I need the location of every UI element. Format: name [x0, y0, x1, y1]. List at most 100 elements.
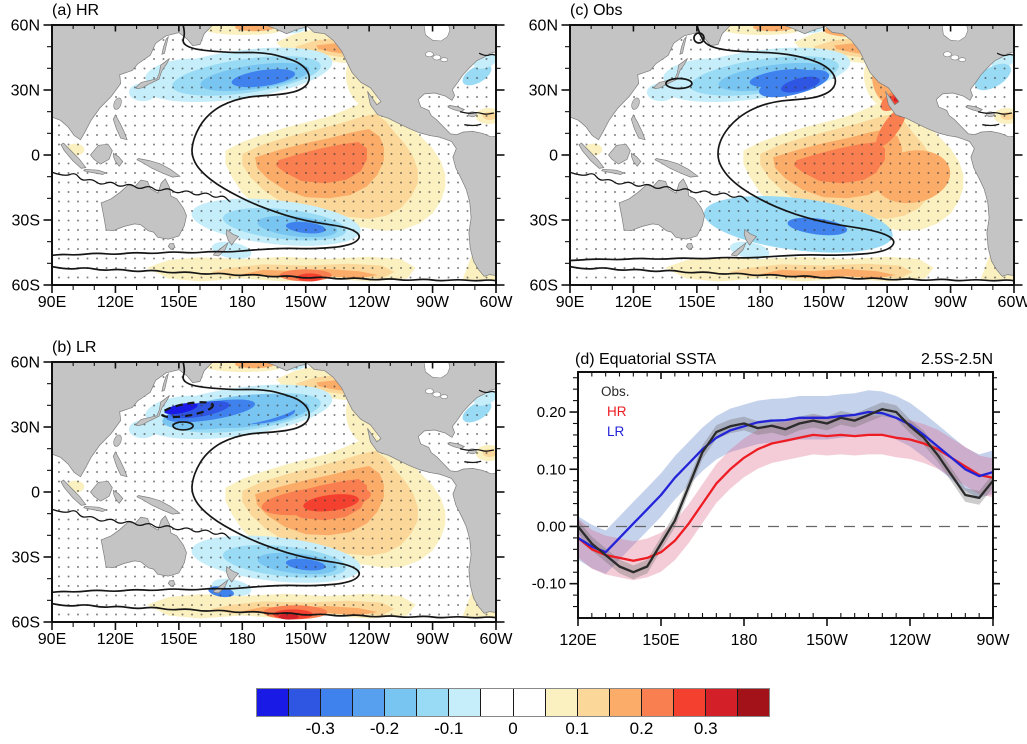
panel-d-legend: Obs. HR LR: [601, 382, 630, 442]
map-y-tick-label: 30S: [12, 213, 40, 230]
map-x-tick-label: 60W: [480, 631, 514, 648]
map-x-tick-label: 120E: [97, 631, 134, 648]
map-x-tick-label: 150W: [803, 294, 846, 311]
zero-contour-layer: [52, 25, 496, 282]
zero-contour-layer: [570, 25, 1014, 282]
map-content: [52, 362, 496, 622]
map-x-tick-label: 120W: [348, 631, 391, 648]
map-x-tick-label: 120E: [97, 294, 134, 311]
map-y-tick-label: 60S: [12, 278, 40, 295]
colorbar-cell-12: [640, 689, 673, 716]
colorbar-tick-label: -0.1: [434, 719, 464, 738]
map-y-tick-label: 0: [31, 485, 40, 502]
colorbar-cell-10: [576, 689, 609, 716]
map-y-tick-label: 60N: [11, 18, 40, 35]
map-x-tick-label: 60W: [480, 294, 514, 311]
map-content: [52, 25, 496, 285]
colorbar-tick-label: 0.3: [693, 719, 718, 738]
map-x-tick-label: 150W: [285, 294, 328, 311]
map-y-tick-label: 30N: [529, 83, 558, 100]
chart-y-tick-label: 0.20: [537, 404, 566, 421]
map-x-tick-label: 120W: [348, 294, 391, 311]
map-ticks: [561, 24, 1023, 293]
panel-c-title: (c) Obs: [570, 2, 623, 19]
colorbar-cell-3: [352, 689, 385, 716]
colorbar-tick-label: -0.3: [305, 719, 335, 738]
colorbar-tick-label: 0.2: [629, 719, 654, 738]
line-hr: [578, 433, 993, 562]
colorbar-cell-9: [544, 689, 577, 716]
panel-a-map: 90E 120E 150E 180 150W 120W 90W 60W 60N 30N 0 30S 60…: [11, 18, 514, 312]
colorbar-tick-label: 0.1: [565, 719, 590, 738]
map-x-tick-label: 120W: [866, 294, 909, 311]
land-layer: [52, 362, 496, 614]
chart-x-tick-label: 150E: [642, 632, 679, 649]
chart-x-tick-label: 120E: [559, 632, 596, 649]
map-y-tick-label: 0: [31, 148, 40, 165]
map-y-tick-label: 30N: [11, 420, 40, 437]
panel-d-title: (d) Equatorial SSTA: [575, 351, 717, 368]
map-x-tick-label: 150E: [160, 631, 197, 648]
map-y-tick-label: 30S: [12, 550, 40, 567]
chart-x-tick-label: 90W: [977, 632, 1011, 649]
map-x-tick-label: 150E: [160, 294, 197, 311]
chart-x-tick-label: 120W: [889, 632, 932, 649]
colorbar-cell-0: [257, 689, 289, 716]
colorbar-cell-15: [736, 689, 769, 716]
chart-x-tick-label: 150W: [806, 632, 849, 649]
legend-item-hr: HR: [607, 404, 627, 419]
panel-b-title: (b) LR: [52, 339, 97, 356]
colorbar-tick-label: 0: [508, 719, 518, 738]
map-y-tick-label: 60S: [12, 615, 40, 632]
map-x-tick-label: 90E: [556, 294, 584, 311]
map-x-tick-label: 90W: [934, 294, 968, 311]
map-x-tick-label: 150W: [285, 631, 328, 648]
chart-y-tick-label: 0.00: [537, 518, 566, 535]
map-x-tick-label: 180: [229, 631, 256, 648]
line-lr: [578, 410, 993, 554]
map-x-tick-label: 180: [747, 294, 774, 311]
chart-x-tick-label: 180: [731, 632, 758, 649]
map-x-tick-label: 180: [229, 294, 256, 311]
colorbar-cell-2: [320, 689, 353, 716]
colorbar-cell-5: [416, 689, 449, 716]
map-x-tick-label: 90E: [38, 631, 66, 648]
colorbar-cell-6: [448, 689, 481, 716]
legend-item-obs: Obs.: [601, 384, 630, 399]
band-hr: [578, 415, 993, 581]
map-x-tick-label: 90W: [416, 631, 450, 648]
colorbar-cell-8: [512, 689, 545, 716]
band-obs: [578, 402, 993, 580]
map-x-tick-label: 90W: [416, 294, 450, 311]
panel-d-line-chart: 120E 150E 180 150W 120W 90W 0.20 0.10 0.00 -0.10: [532, 371, 1011, 649]
map-x-tick-label: 120E: [615, 294, 652, 311]
map-y-tick-label: 0: [549, 148, 558, 165]
map-x-tick-label: 60W: [998, 294, 1027, 311]
colorbar-cell-14: [704, 689, 737, 716]
map-ticks: [43, 361, 505, 630]
colorbar-tick-label: -0.2: [369, 719, 400, 738]
colorbar-cell-11: [608, 689, 641, 716]
map-y-tick-label: 60S: [530, 278, 558, 295]
colorbar-cell-13: [672, 689, 705, 716]
land-layer: [52, 25, 496, 277]
map-content: [570, 25, 1014, 285]
panel-b-map: 90E 120E 150E 180 150W 120W 90W 60W 60N 30N 0 30S 60…: [11, 355, 514, 649]
chart-content: [578, 372, 993, 618]
panel-c-map: 90E 120E 150E 180 150W 120W 90W 60W 60N 30N 0 30S 60…: [529, 18, 1027, 312]
map-y-tick-label: 60N: [11, 355, 40, 372]
line-obs: [578, 408, 993, 574]
colorbar: [256, 688, 770, 717]
chart-y-tick-label: -0.10: [532, 576, 566, 593]
chart-y-tick-label: 0.10: [537, 461, 566, 478]
map-ticks: [43, 24, 505, 293]
map-y-tick-label: 60N: [529, 18, 558, 35]
colorbar-cell-7: [480, 689, 513, 716]
colorbar-cell-1: [288, 689, 321, 716]
panel-a-title: (a) HR: [52, 2, 100, 19]
map-x-tick-label: 150E: [678, 294, 715, 311]
colorbar-labels: -0.3 -0.2 -0.1 0 0.1 0.2 0.3: [256, 719, 770, 741]
colorbar-cell-4: [384, 689, 417, 716]
map-y-tick-label: 30S: [530, 213, 558, 230]
